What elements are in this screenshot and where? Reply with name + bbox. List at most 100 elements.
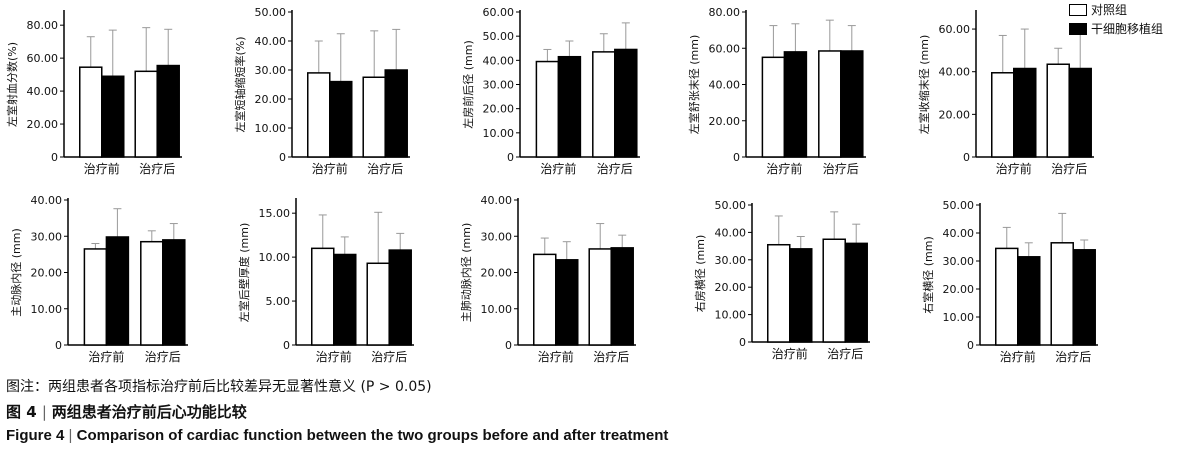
figure-title-en: Figure 4 | Comparison of cardiac functio… [6,427,669,444]
panel4-y-tick-label: 20.00 [709,115,741,128]
panel5-category-label: 治疗后 [1051,162,1087,176]
panel7-bar-control [311,247,335,346]
figure-label-en: Figure 4 [6,427,65,444]
panel8-y-tick-label: 40.00 [481,194,513,207]
panel2-y-tick-label: 40.00 [255,35,287,48]
panel2-y-tick-label: 30.00 [255,64,287,77]
panel7-bar-control [366,262,390,346]
panel10-y-tick-label: 40.00 [943,227,975,240]
figure-note: 图注：两组患者各项指标治疗前后比较差异无显著性意义 (P > 0.05) [6,379,432,395]
panel8-bar-control [588,248,612,346]
panel6-category-label: 治疗后 [145,350,181,364]
panel4-bar-control [761,56,786,158]
panel8-category-label: 治疗后 [593,350,629,364]
legend-item-control: 对照组 [1069,0,1163,19]
panel8-y-tick-label: 0 [505,339,512,352]
panel9-category-label: 治疗前 [772,346,808,361]
panel2-y-axis-label: 左室短轴缩短率(%) [233,36,247,132]
panel7-y-tick-label: 5.00 [266,295,291,308]
panel7-y-tick-label: 0 [283,339,290,352]
panel2-bar-treatment [384,69,408,158]
panel1-bar-control [79,66,103,158]
panel2-category-label: 治疗后 [367,162,403,176]
panel9-y-tick-label: 0 [739,336,746,349]
panel2-bar-control [307,72,331,158]
panel7-y-tick-label: 15.00 [259,207,291,220]
panel3-bar-treatment [614,48,638,158]
panel4-bar-treatment [783,51,808,158]
figure-label-cn: 图 4 [6,403,37,421]
panel10-y-tick-label: 30.00 [943,255,975,268]
panel3-bar-control [592,51,616,158]
panel1-y-tick-label: 80.00 [27,19,59,32]
panel3-y-tick-label: 10.00 [483,127,515,140]
chart-legend: 对照组 干细胞移植组 [1069,0,1163,38]
panel8-bar-treatment [610,247,634,346]
panel7-category-label: 治疗后 [371,350,407,364]
panel2-bar-control [362,76,386,158]
panel3-y-tick-label: 30.00 [483,79,515,92]
panel7-bar-treatment [388,249,412,346]
panel5-y-axis-label: 左室收缩末径 (mm) [917,35,931,135]
panel8-y-tick-label: 10.00 [481,303,513,316]
panel4-category-label: 治疗前 [766,161,802,176]
panel6-category-label: 治疗前 [88,349,124,364]
panel6-y-axis-label: 主动脉内径 (mm) [9,228,23,317]
panel8-category-label: 治疗前 [538,349,574,364]
figure-title-en-text: Comparison of cardiac function between t… [76,427,669,444]
panel1-bar-treatment [101,75,125,158]
panel2-y-tick-label: 50.00 [255,6,287,19]
panel6-bar-control [140,240,164,346]
panel6-bar-treatment [162,239,186,346]
legend-swatch-control [1069,3,1087,16]
panel2-category-label: 治疗前 [312,161,348,176]
panel8-bar-control [533,253,557,346]
panel9-y-tick-label: 50.00 [715,199,747,212]
panel1-y-tick-label: 60.00 [27,52,59,65]
panel1-category-label: 治疗后 [139,162,175,176]
panel3-y-tick-label: 50.00 [483,30,515,43]
legend-label-control: 对照组 [1091,3,1128,17]
panel2-y-tick-label: 10.00 [255,122,287,135]
panel7-bar-treatment [333,253,357,346]
panel3-y-axis-label: 左房前后径 (mm) [461,40,475,129]
panel5-bar-control [1046,63,1070,158]
panel2-y-tick-label: 20.00 [255,93,287,106]
panel4-y-tick-label: 40.00 [709,79,741,92]
panel10-y-tick-label: 20.00 [943,283,975,296]
panel3-y-tick-label: 60.00 [483,6,515,19]
legend-swatch-treatment [1069,22,1087,35]
panel4-y-tick-label: 0 [733,151,740,164]
panel10-y-tick-label: 0 [967,339,974,352]
panel4-bar-control [818,50,842,158]
panel8-bar-treatment [555,259,579,346]
panel10-bar-treatment [1017,256,1041,346]
panel10-bar-control [1050,242,1074,346]
panel5-y-tick-label: 20.00 [939,108,971,121]
panel6-bar-treatment [105,236,130,346]
panel5-category-label: 治疗前 [996,161,1032,176]
panel3-category-label: 治疗后 [597,162,633,176]
panel3-y-tick-label: 20.00 [483,103,515,116]
legend-item-treatment: 干细胞移植组 [1069,19,1163,38]
panel10-y-tick-label: 10.00 [943,311,975,324]
legend-label-treatment: 干细胞移植组 [1091,22,1164,36]
panel9-y-tick-label: 10.00 [715,309,747,322]
panel10-y-axis-label: 右室横径 (mm) [921,236,935,314]
panel9-bar-control [767,243,791,343]
panel6-y-tick-label: 30.00 [31,230,63,243]
panel9-bar-treatment [844,242,868,343]
panel8-y-tick-label: 20.00 [481,267,513,280]
panel10-y-tick-label: 50.00 [943,199,975,212]
panel4-y-tick-label: 60.00 [709,42,741,55]
panel4-category-label: 治疗后 [823,162,859,176]
panel9-y-tick-label: 40.00 [715,226,747,239]
panel5-y-tick-label: 60.00 [939,23,971,36]
panel3-y-tick-label: 40.00 [483,54,515,67]
panel1-bar-treatment [156,64,180,158]
panel1-y-tick-label: 20.00 [27,118,59,131]
panel1-bar-control [134,70,158,158]
panel4-y-tick-label: 80.00 [709,6,741,19]
panel7-category-label: 治疗前 [316,349,352,364]
